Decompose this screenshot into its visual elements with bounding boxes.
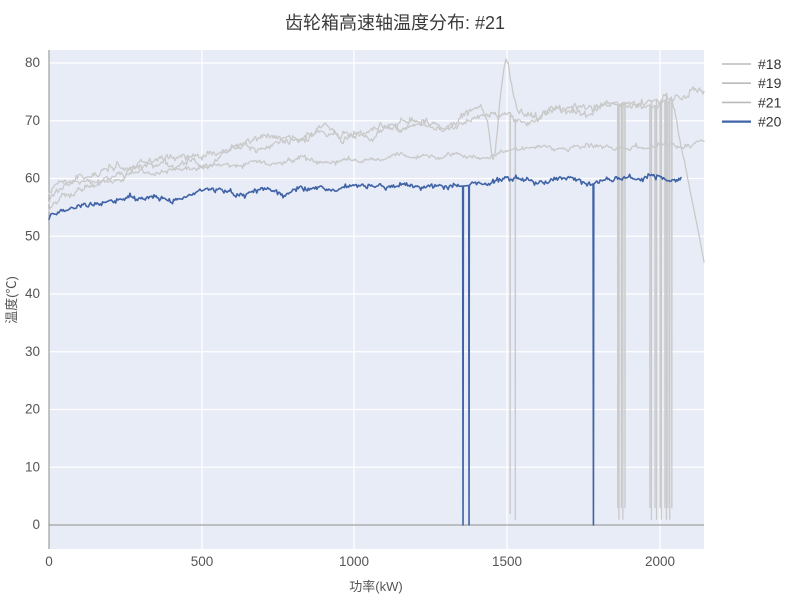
svg-text:10: 10 — [25, 459, 40, 474]
svg-text:#21: #21 — [758, 94, 782, 110]
svg-text:功率(kW): 功率(kW) — [349, 579, 402, 594]
svg-text:40: 40 — [25, 286, 40, 301]
svg-text:60: 60 — [25, 171, 40, 186]
svg-text:20: 20 — [25, 402, 40, 417]
svg-text:70: 70 — [25, 113, 40, 128]
svg-text:#19: #19 — [758, 75, 782, 91]
svg-text:50: 50 — [25, 228, 40, 243]
svg-text:1500: 1500 — [492, 554, 522, 569]
svg-text:500: 500 — [191, 554, 214, 569]
svg-text:#20: #20 — [758, 114, 782, 130]
svg-text:#18: #18 — [758, 56, 782, 72]
svg-text:0: 0 — [32, 517, 40, 532]
svg-text:温度(℃): 温度(℃) — [4, 276, 19, 324]
svg-text:2000: 2000 — [645, 554, 675, 569]
svg-text:80: 80 — [25, 55, 40, 70]
svg-text:1000: 1000 — [339, 554, 369, 569]
svg-text:30: 30 — [25, 344, 40, 359]
svg-text:0: 0 — [45, 554, 53, 569]
